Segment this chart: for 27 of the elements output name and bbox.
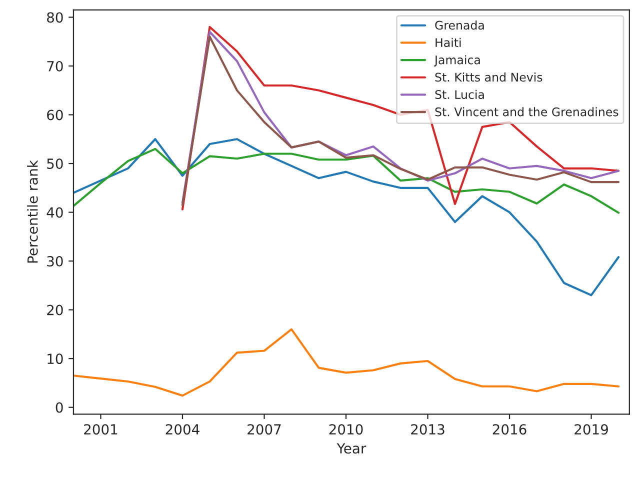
y-tick-label: 30 [47,256,63,267]
x-tick-label: 2016 [492,424,526,435]
y-tick-label: 10 [48,354,63,364]
x-tick-label: 2013 [411,424,444,435]
y-tick-label: 40 [46,207,63,218]
line-series [73,328,620,397]
y-axis-title: Percentile rank [27,160,38,263]
x-tick-label: 2007 [248,424,281,435]
y-tick-label: 50 [47,158,63,169]
legend-label: St. Kitts and Nevis [435,72,542,82]
x-tick-label: 2001 [84,424,118,435]
x-tick-label: 2010 [329,424,363,435]
y-tick-label: 0 [56,402,63,413]
y-tick-label: 20 [47,304,63,316]
legend-label: Grenada [435,20,484,30]
legend-label: St. Lucia [435,90,484,99]
y-tick-label: 60 [47,110,63,120]
x-tick-label: 2019 [574,424,608,435]
x-tick-label: 2004 [166,424,200,435]
legend-label: St. Vincent and the Grenadines [435,107,618,116]
legend-label: Haiti [436,38,461,48]
line-series [73,148,620,214]
x-axis-title: Year [336,443,366,454]
line-series [73,138,620,296]
legend-label: Jamaica [434,55,480,67]
y-tick-label: 80 [47,12,63,23]
y-tick-label: 70 [47,60,63,72]
